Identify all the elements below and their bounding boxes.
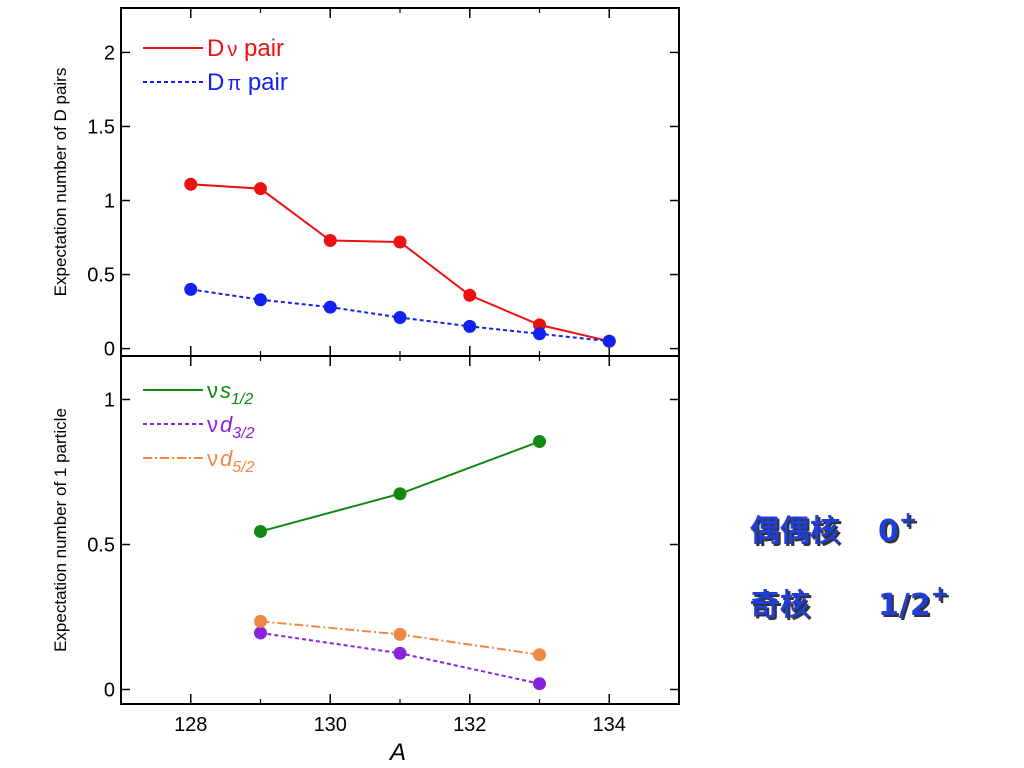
y-tick-label: 0.5 — [87, 265, 115, 287]
y-tick-label: 0.5 — [87, 535, 115, 557]
data-point — [184, 177, 198, 191]
data-point — [602, 334, 616, 348]
even-even-parity: + — [898, 508, 918, 533]
legend-subscript: 3/2 — [232, 425, 254, 442]
plot-frame — [120, 7, 680, 357]
even-even-label: 偶偶核 — [750, 514, 840, 549]
odd-label: 奇核 — [750, 588, 810, 623]
legend-orbital: d — [220, 412, 233, 437]
odd-spin: 1/2 — [878, 588, 931, 623]
legend-label: νs1/2 — [207, 378, 253, 408]
odd-parity: + — [930, 582, 950, 607]
y-axis-label: Expectation number of D pairs — [51, 68, 70, 297]
data-point — [393, 646, 407, 660]
legend-label: νd3/2 — [207, 412, 255, 442]
even-even-nucleus-note: 偶偶核 0+ — [750, 506, 917, 550]
legend-suffix: pair — [241, 69, 288, 96]
data-point — [533, 327, 546, 341]
data-point — [254, 626, 267, 640]
data-point — [254, 614, 267, 628]
data-point — [393, 310, 407, 324]
data-point — [184, 282, 198, 296]
data-point — [254, 182, 267, 196]
y-tick-label: 1 — [104, 191, 115, 213]
bottom-panel: 0 0.5 1 128 130 132 134 Expectation number of 1… — [51, 355, 680, 766]
x-tick-label: 130 — [314, 714, 347, 736]
legend-prefix: D — [207, 69, 224, 96]
y-tick-label: 1 — [104, 390, 115, 412]
data-point — [323, 233, 337, 247]
legend-label: νd5/2 — [207, 446, 255, 476]
data-point — [463, 319, 477, 333]
data-point — [533, 318, 546, 332]
odd-nucleus-note: 奇核 1/2+ — [750, 580, 949, 624]
y-tick-label: 0 — [104, 680, 115, 702]
x-tick-label: 128 — [174, 714, 207, 736]
legend-suffix: pair — [237, 35, 284, 62]
x-tick-label: 134 — [593, 714, 626, 736]
legend-orbital: d — [220, 446, 233, 471]
legend-symbol: ν — [207, 378, 218, 403]
legend-subscript: 5/2 — [232, 459, 254, 476]
data-point — [254, 524, 267, 538]
legend-subscript: 1/2 — [231, 391, 253, 408]
data-point — [533, 435, 546, 449]
y-tick-label: 2 — [104, 42, 115, 64]
data-point — [254, 293, 267, 307]
series-line — [260, 440, 540, 533]
data-point — [393, 627, 407, 641]
x-tick-label: 132 — [453, 714, 486, 736]
y-tick-label: 1.5 — [87, 116, 115, 138]
data-point — [393, 487, 407, 501]
y-tick-label: 0 — [104, 339, 115, 361]
data-point — [323, 300, 337, 314]
legend-symbol: π — [227, 73, 241, 95]
legend-symbol: ν — [227, 39, 237, 61]
data-point — [533, 677, 546, 691]
data-point — [533, 648, 546, 662]
even-even-spin: 0 — [878, 514, 899, 549]
data-point — [463, 288, 477, 302]
legend-prefix: D — [207, 35, 224, 62]
legend-orbital: s — [220, 378, 231, 403]
data-point — [393, 235, 407, 249]
y-axis-label: Expectation number of 1 particle — [51, 408, 70, 652]
legend-symbol: ν — [207, 412, 218, 437]
legend-symbol: ν — [207, 446, 218, 471]
x-axis-label: A — [388, 739, 406, 766]
top-panel: 0 0.5 1 1.5 2 Expectation number of D pairs D ν… — [51, 7, 680, 361]
